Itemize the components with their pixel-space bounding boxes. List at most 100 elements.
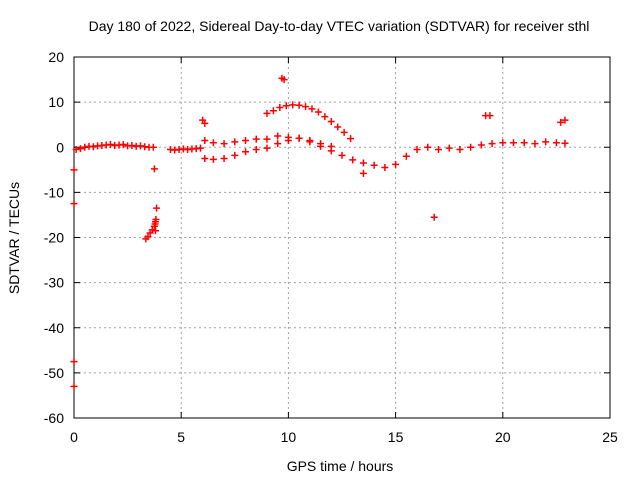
data-point [349,156,357,164]
data-point [282,102,290,110]
series-lower-band [201,134,421,172]
data-point [263,109,271,117]
data-point [477,141,485,149]
data-point [276,104,284,112]
y-tick-label: -20 [44,230,64,246]
data-point [148,226,156,234]
data-point [317,142,325,150]
x-tick-label: 0 [70,429,78,445]
data-point [252,135,260,143]
data-point [152,215,160,223]
data-point [295,101,303,109]
data-point [70,166,78,174]
series-baseline-b [166,144,204,154]
data-point [144,233,152,241]
data-point [359,159,367,167]
data-point [151,227,159,235]
y-tick-label: -60 [44,410,64,426]
data-point [340,128,348,136]
data-point [269,107,277,115]
data-point [70,382,78,390]
data-point [557,118,565,126]
x-axis: 0 5 10 15 20 25 [70,57,618,445]
series-upper-band [201,132,335,150]
y-tick-label: 10 [48,94,64,110]
data-point [231,151,239,159]
data-point [242,136,250,144]
data-point [263,144,271,152]
data-point [136,142,144,150]
data-point [119,141,127,149]
y-tick-label: -30 [44,275,64,291]
series-drop-a [142,165,161,243]
x-tick-label: 5 [177,429,185,445]
data-point [306,138,314,146]
data-point [488,140,496,148]
y-tick-label: 0 [56,139,64,155]
data-point [231,138,239,146]
data-point [201,155,209,163]
y-axis: -60 -50 -40 -30 -20 -10 0 10 20 [44,49,610,426]
data-point [359,169,367,177]
data-point [424,143,432,151]
data-point [209,139,217,147]
data-point [252,146,260,154]
data-point [289,101,297,109]
data-point [150,165,158,173]
data-point [542,138,550,146]
data-point [220,155,228,163]
data-point [274,132,282,140]
data-point [274,140,282,148]
data-point [499,139,507,147]
series-upper-arc [263,101,355,143]
data-point [153,204,161,212]
y-axis-label: SDTVAR / TECUs [6,182,22,294]
data-point [531,140,539,148]
x-tick-label: 20 [495,429,511,445]
data-point [72,146,80,154]
data-point [242,148,250,156]
series-baseline-a [72,141,157,154]
data-point [445,144,453,152]
data-points [70,74,569,390]
data-point [302,103,310,111]
data-point [456,146,464,154]
data-point [430,213,438,221]
data-point [338,151,346,159]
data-point [467,143,475,151]
series-baseline-c [424,138,569,154]
data-point [280,76,288,84]
data-point [196,144,204,152]
x-tick-label: 25 [602,429,618,445]
data-point [263,135,271,143]
data-point [510,139,518,147]
data-point [520,139,528,147]
data-point [327,118,335,126]
x-tick-label: 15 [388,429,404,445]
data-point [486,112,494,120]
data-point [381,164,389,172]
data-point [321,113,329,121]
data-point [76,145,84,153]
series-outliers [70,74,569,390]
data-point [70,358,78,366]
data-point [413,146,421,154]
y-tick-label: 20 [48,49,64,65]
data-point [561,139,569,147]
data-point [70,200,78,208]
x-axis-label: GPS time / hours [287,458,394,474]
data-point [314,108,322,116]
data-point [327,147,335,155]
chart-title: Day 180 of 2022, Sidereal Day-to-day VTE… [89,18,590,34]
data-point [434,146,442,154]
data-point [151,220,159,228]
grid-lines [74,57,610,418]
data-point [149,143,157,151]
data-point [334,123,342,131]
data-point [561,116,569,124]
y-tick-label: -40 [44,320,64,336]
data-point [201,136,209,144]
data-point [201,119,209,127]
y-tick-label: -50 [44,365,64,381]
